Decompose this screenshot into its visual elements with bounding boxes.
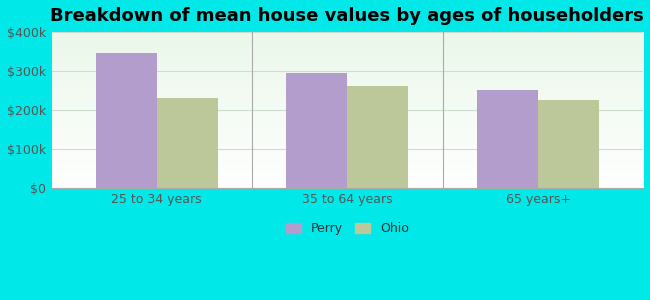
Bar bbox=[538, 100, 599, 188]
Bar bbox=[157, 98, 218, 188]
Bar bbox=[96, 53, 157, 188]
Bar bbox=[477, 90, 538, 188]
Legend: Perry, Ohio: Perry, Ohio bbox=[281, 218, 414, 240]
Bar bbox=[286, 73, 347, 188]
Bar bbox=[347, 86, 408, 188]
Title: Breakdown of mean house values by ages of householders: Breakdown of mean house values by ages o… bbox=[51, 7, 644, 25]
